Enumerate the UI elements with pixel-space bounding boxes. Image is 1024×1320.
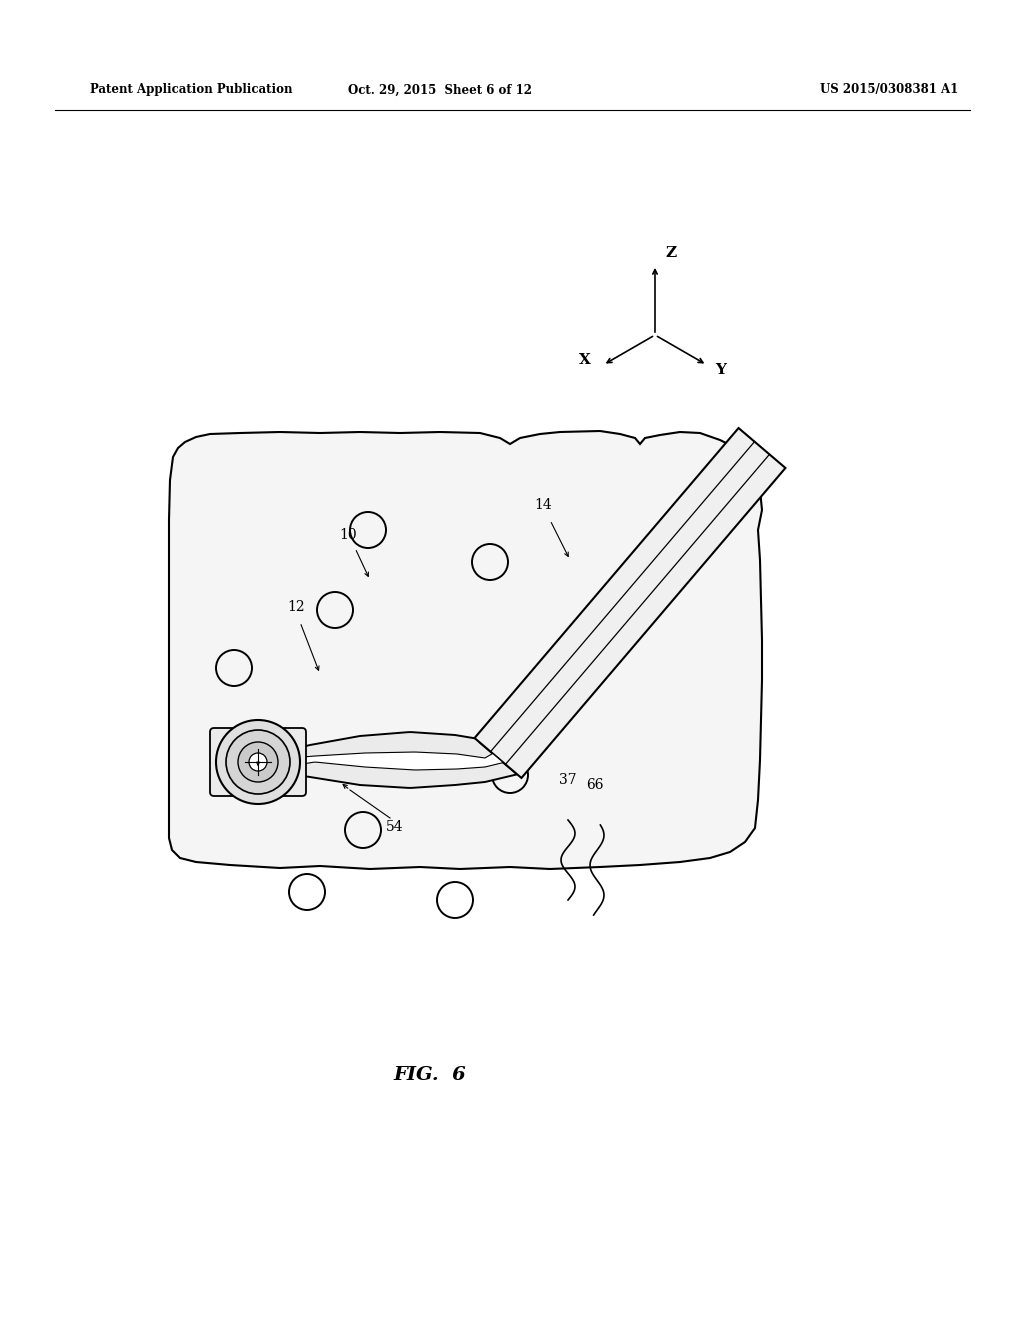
Text: Oct. 29, 2015  Sheet 6 of 12: Oct. 29, 2015 Sheet 6 of 12 bbox=[348, 83, 532, 96]
Text: Z: Z bbox=[665, 246, 676, 260]
Text: 12: 12 bbox=[287, 601, 305, 614]
Text: 37: 37 bbox=[559, 774, 577, 787]
FancyBboxPatch shape bbox=[210, 729, 306, 796]
Text: Patent Application Publication: Patent Application Publication bbox=[90, 83, 293, 96]
Text: 54: 54 bbox=[386, 820, 403, 834]
Text: FIG.  6: FIG. 6 bbox=[393, 1067, 466, 1084]
Polygon shape bbox=[290, 752, 504, 770]
Text: X: X bbox=[580, 352, 591, 367]
Circle shape bbox=[226, 730, 290, 795]
Circle shape bbox=[216, 719, 300, 804]
Text: Y: Y bbox=[716, 363, 726, 378]
Circle shape bbox=[249, 752, 267, 771]
Text: 14: 14 bbox=[535, 498, 552, 512]
Text: US 2015/0308381 A1: US 2015/0308381 A1 bbox=[820, 83, 958, 96]
Text: 66: 66 bbox=[587, 777, 604, 792]
Text: 10: 10 bbox=[339, 528, 356, 543]
Polygon shape bbox=[290, 733, 517, 788]
Polygon shape bbox=[474, 428, 785, 777]
Polygon shape bbox=[169, 432, 762, 869]
Circle shape bbox=[238, 742, 278, 781]
